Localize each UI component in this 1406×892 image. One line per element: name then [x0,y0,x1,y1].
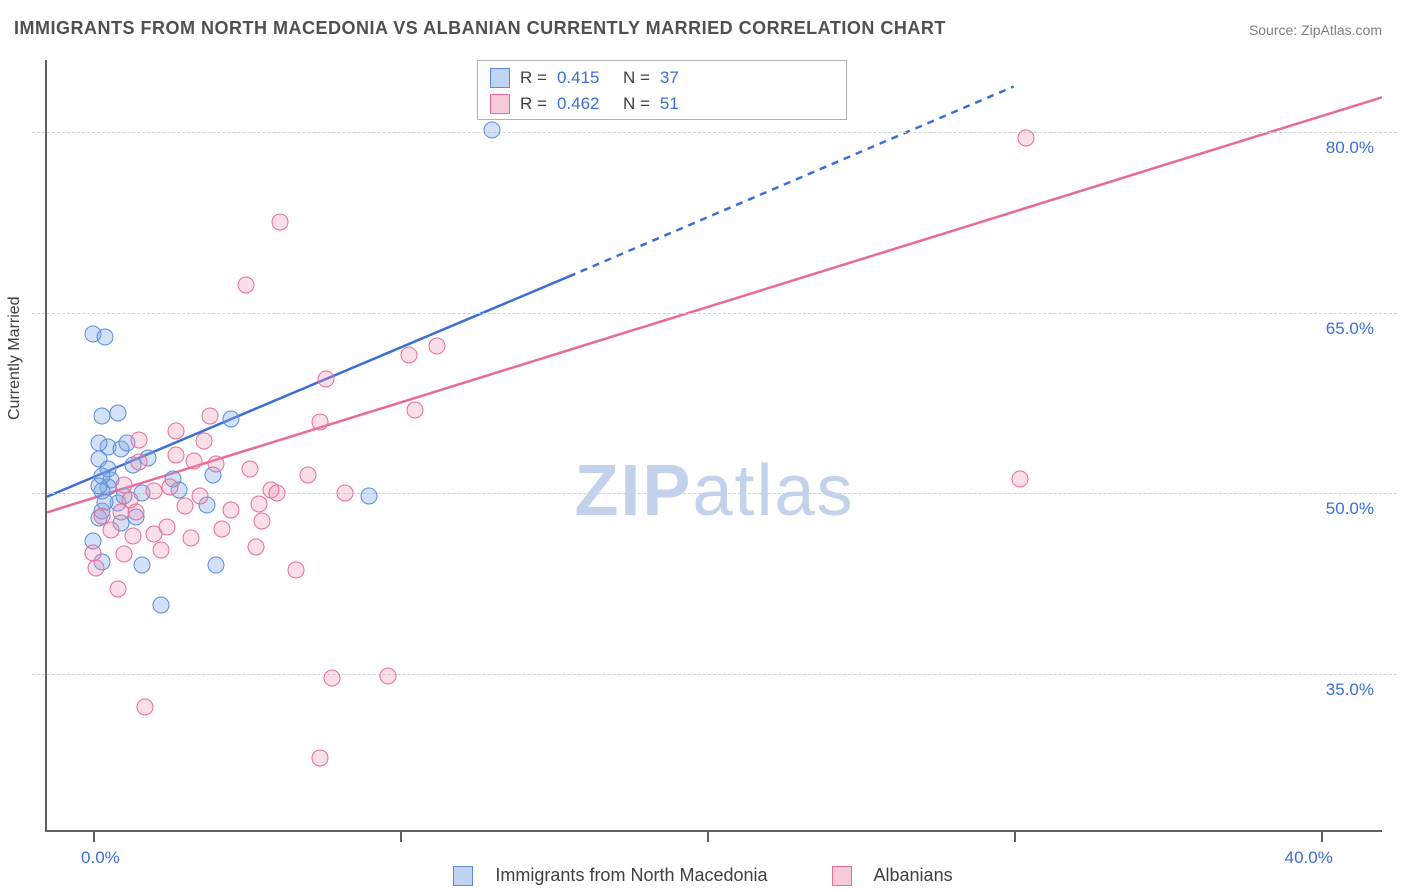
r-value-b: 0.462 [557,94,613,114]
data-point-series-b [103,522,120,539]
data-point-series-b [124,528,141,545]
data-point-series-a [94,408,111,425]
data-point-series-b [428,338,445,355]
swatch-series-b-bottom [832,866,852,886]
n-value-a: 37 [660,68,716,88]
y-tick-label: 35.0% [1326,680,1374,700]
data-point-series-b [287,562,304,579]
x-tick-mark [1014,830,1016,842]
bottom-series-legend: Immigrants from North Macedonia Albanian… [0,865,1406,886]
data-point-series-b [253,512,270,529]
data-point-series-b [177,498,194,515]
data-point-series-b [131,453,148,470]
data-point-series-a [97,328,114,345]
n-value-b: 51 [660,94,716,114]
trend-line-b [47,97,1382,512]
data-point-series-b [238,276,255,293]
data-point-series-a [134,557,151,574]
r-value-a: 0.415 [557,68,613,88]
data-point-series-b [336,485,353,502]
data-point-series-b [128,504,145,521]
grid-line-h [32,313,1397,314]
data-point-series-b [250,495,267,512]
series-b-name: Albanians [874,865,953,886]
data-point-series-b [115,476,132,493]
data-point-series-b [318,370,335,387]
data-point-series-b [207,456,224,473]
data-point-series-b [152,541,169,558]
grid-line-h [32,674,1397,675]
series-a-name: Immigrants from North Macedonia [495,865,767,886]
data-point-series-a [207,557,224,574]
data-point-series-b [161,479,178,496]
x-tick-mark [707,830,709,842]
data-point-series-b [137,699,154,716]
y-tick-label: 65.0% [1326,319,1374,339]
data-point-series-b [1011,470,1028,487]
r-prefix: R = [520,94,547,114]
data-point-series-b [223,501,240,518]
grid-line-h [32,132,1397,133]
correlation-legend-box: R = 0.415 N = 37 R = 0.462 N = 51 [477,60,847,120]
data-point-series-b [192,487,209,504]
data-point-series-b [247,539,264,556]
r-prefix: R = [520,68,547,88]
n-prefix: N = [623,68,650,88]
data-point-series-a [109,404,126,421]
grid-line-h [32,493,1397,494]
data-point-series-b [115,546,132,563]
scatter-plot-area: ZIPatlas 35.0%50.0%65.0%80.0% R = 0.415 … [45,60,1382,832]
data-point-series-b [241,461,258,478]
data-point-series-b [146,482,163,499]
data-point-series-a [223,410,240,427]
source-name: ZipAtlas.com [1301,22,1382,38]
legend-row-series-a: R = 0.415 N = 37 [490,65,834,91]
data-point-series-b [167,422,184,439]
data-point-series-b [401,346,418,363]
legend-row-series-b: R = 0.462 N = 51 [490,91,834,117]
data-point-series-b [324,670,341,687]
data-point-series-b [131,432,148,449]
swatch-series-b [490,94,510,114]
y-tick-label: 80.0% [1326,138,1374,158]
source-attribution: Source: ZipAtlas.com [1249,22,1382,38]
data-point-series-b [213,521,230,538]
data-point-series-a [91,434,108,451]
data-point-series-b [195,433,212,450]
x-min-label: 0.0% [81,848,120,868]
data-point-series-a [361,487,378,504]
data-point-series-b [201,408,218,425]
data-point-series-a [484,121,501,138]
y-tick-label: 50.0% [1326,499,1374,519]
x-max-label: 40.0% [1285,848,1333,868]
data-point-series-a [152,597,169,614]
data-point-series-b [407,402,424,419]
data-point-series-b [272,214,289,231]
y-axis-label: Currently Married [6,296,24,420]
data-point-series-b [167,446,184,463]
data-point-series-b [158,518,175,535]
data-point-series-a [91,477,108,494]
data-point-series-b [299,467,316,484]
data-point-series-b [269,485,286,502]
trend-lines-layer [47,60,1382,830]
data-point-series-b [312,414,329,431]
x-tick-mark [93,830,95,842]
swatch-series-a-bottom [453,866,473,886]
x-tick-mark [1321,830,1323,842]
swatch-series-a [490,68,510,88]
data-point-series-b [379,668,396,685]
n-prefix: N = [623,94,650,114]
data-point-series-b [186,452,203,469]
source-prefix: Source: [1249,22,1301,38]
data-point-series-b [88,559,105,576]
x-tick-mark [400,830,402,842]
data-point-series-b [1018,130,1035,147]
data-point-series-b [183,529,200,546]
data-point-series-b [312,749,329,766]
chart-title: IMMIGRANTS FROM NORTH MACEDONIA VS ALBAN… [14,18,946,39]
data-point-series-b [109,581,126,598]
